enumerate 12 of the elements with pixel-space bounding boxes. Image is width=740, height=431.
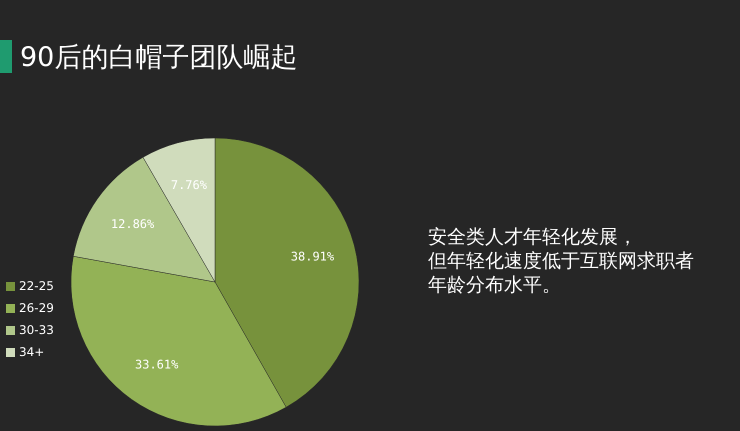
legend-label: 30-33 [19, 323, 54, 338]
text: 但年轻化速度低于互联网求职者 [428, 250, 694, 272]
chart-title: 90后的白帽子团队崛起 [20, 42, 298, 73]
data-label: 38.91% [290, 249, 335, 264]
data-label: 12.86% [110, 217, 156, 232]
legend-label: 22-25 [19, 279, 54, 294]
data-label: 33.61% [135, 357, 180, 372]
data-label: 7.76% [170, 178, 208, 192]
text: 安全类人才年轻化发展， [428, 226, 637, 248]
legend-label: 34+ [19, 345, 44, 360]
legend-label: 26-29 [19, 301, 54, 316]
text: 年龄分布水平。 [428, 274, 561, 296]
